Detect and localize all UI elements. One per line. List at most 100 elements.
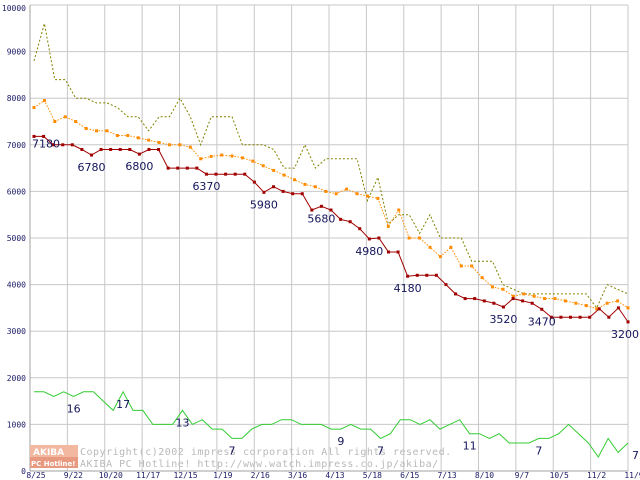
series-average-marker (313, 185, 317, 189)
series-average-marker (480, 276, 484, 280)
series-min-marker (137, 152, 141, 156)
series-average-marker (438, 255, 442, 259)
series-min-marker (348, 220, 352, 224)
series-average-marker (501, 287, 505, 291)
logo-top-box (30, 445, 78, 457)
series-average-marker (240, 156, 244, 160)
data-label-min: 3520 (489, 313, 517, 326)
series-min-marker (616, 306, 620, 310)
series-min-marker (434, 273, 438, 277)
y-tick-label: 1000 (7, 420, 26, 429)
series-min-marker (386, 250, 390, 254)
x-tick-label: 8/10 (475, 471, 494, 480)
data-labels: 7180 6780 6800 6370 5980 5680 4980 4180 3520 3470… (32, 137, 639, 462)
series-average-marker (428, 245, 432, 249)
grid (29, 4, 629, 472)
series-average-marker (282, 173, 286, 177)
series-max (33, 23, 629, 309)
series-min-marker (454, 292, 458, 296)
series-min-marker (176, 166, 180, 170)
y-tick-label: 0 (21, 467, 26, 476)
data-label-count: 17 (116, 398, 130, 411)
series-min-marker (185, 166, 189, 170)
series-count (34, 390, 629, 458)
series-min-marker (195, 166, 199, 170)
series-min-marker (549, 315, 553, 319)
series-min-marker (569, 315, 573, 319)
data-label-count: 7 (229, 444, 236, 457)
series-min-marker (588, 315, 592, 319)
series-average-marker (355, 192, 359, 196)
copyright-line-2: AKIBA PC Hotline! http://www.watch.impre… (80, 459, 439, 470)
x-tick-label: 9/22 (64, 471, 83, 480)
series-min-marker (377, 236, 381, 240)
data-label-count: 16 (67, 402, 81, 415)
series-min-marker (109, 147, 113, 151)
series-min-marker (367, 237, 371, 241)
series-min-marker (358, 227, 362, 231)
series-min-marker (597, 307, 601, 311)
series-min-marker (607, 315, 611, 319)
x-tick-label: 11/9 (624, 471, 640, 480)
series-min-marker (310, 208, 314, 212)
series-average-marker (324, 189, 328, 193)
series-average-marker (209, 154, 213, 158)
data-label-min: 4180 (394, 282, 422, 295)
series-min-marker (157, 147, 161, 151)
x-axis-ticks: 8/25 9/22 10/20 11/17 12/15 1/19 2/16 3/16 4/13 5… (26, 471, 640, 480)
series-min-marker (511, 297, 515, 301)
series-min-marker (80, 147, 84, 151)
series-average-marker (199, 157, 203, 161)
series-min-marker (118, 147, 122, 151)
series-average-marker (563, 299, 567, 303)
series-average-marker (345, 187, 349, 191)
x-tick-label: 9/7 (515, 471, 530, 480)
data-label-min: 3470 (528, 315, 556, 328)
x-tick-label: 11/17 (136, 471, 160, 480)
series-min-marker (99, 147, 103, 151)
series-average (32, 99, 630, 311)
logo-top-text: AKIBA (33, 448, 64, 458)
series-min-marker (252, 180, 256, 184)
data-label-count: 7 (535, 444, 542, 457)
series-min-marker (501, 305, 505, 309)
data-label-min: 5680 (307, 212, 335, 225)
x-tick-label: 3/16 (288, 471, 307, 480)
series-average-marker (543, 297, 547, 301)
x-tick-label: 12/15 (173, 471, 197, 480)
series-average-marker (522, 292, 526, 296)
series-average-marker (230, 154, 234, 158)
series-min-marker (166, 166, 170, 170)
series-average-marker (63, 115, 67, 119)
y-tick-label: 8000 (7, 94, 26, 103)
series-min-marker (530, 301, 534, 305)
x-tick-label: 8/25 (26, 471, 45, 480)
series-average-marker (32, 106, 36, 110)
y-tick-label: 6000 (7, 187, 26, 196)
series-min-marker (425, 273, 429, 277)
y-tick-label: 2000 (7, 374, 26, 383)
series-min (32, 134, 630, 324)
series-average-marker (365, 194, 369, 198)
x-tick-label: 10/20 (99, 471, 123, 480)
series-average-marker (147, 138, 151, 142)
series-average-marker (605, 301, 609, 305)
series-average-marker (584, 304, 588, 308)
series-min-marker (32, 134, 36, 138)
series-average-marker (574, 301, 578, 305)
series-average-marker (418, 236, 422, 240)
series-layer (32, 23, 630, 458)
series-average-marker (459, 264, 463, 268)
series-average-line (33, 99, 629, 310)
data-label-count: 7 (632, 449, 639, 462)
series-average-marker (532, 294, 536, 298)
series-min-marker (224, 172, 228, 176)
data-label-min: 6800 (125, 160, 153, 173)
series-average-marker (251, 159, 255, 163)
series-min-marker (51, 143, 55, 147)
series-average-marker (334, 192, 338, 196)
series-min-marker (444, 283, 448, 287)
data-label-min: 3200 (611, 328, 639, 341)
series-average-marker (376, 196, 380, 200)
data-label-count: 7 (377, 444, 384, 457)
